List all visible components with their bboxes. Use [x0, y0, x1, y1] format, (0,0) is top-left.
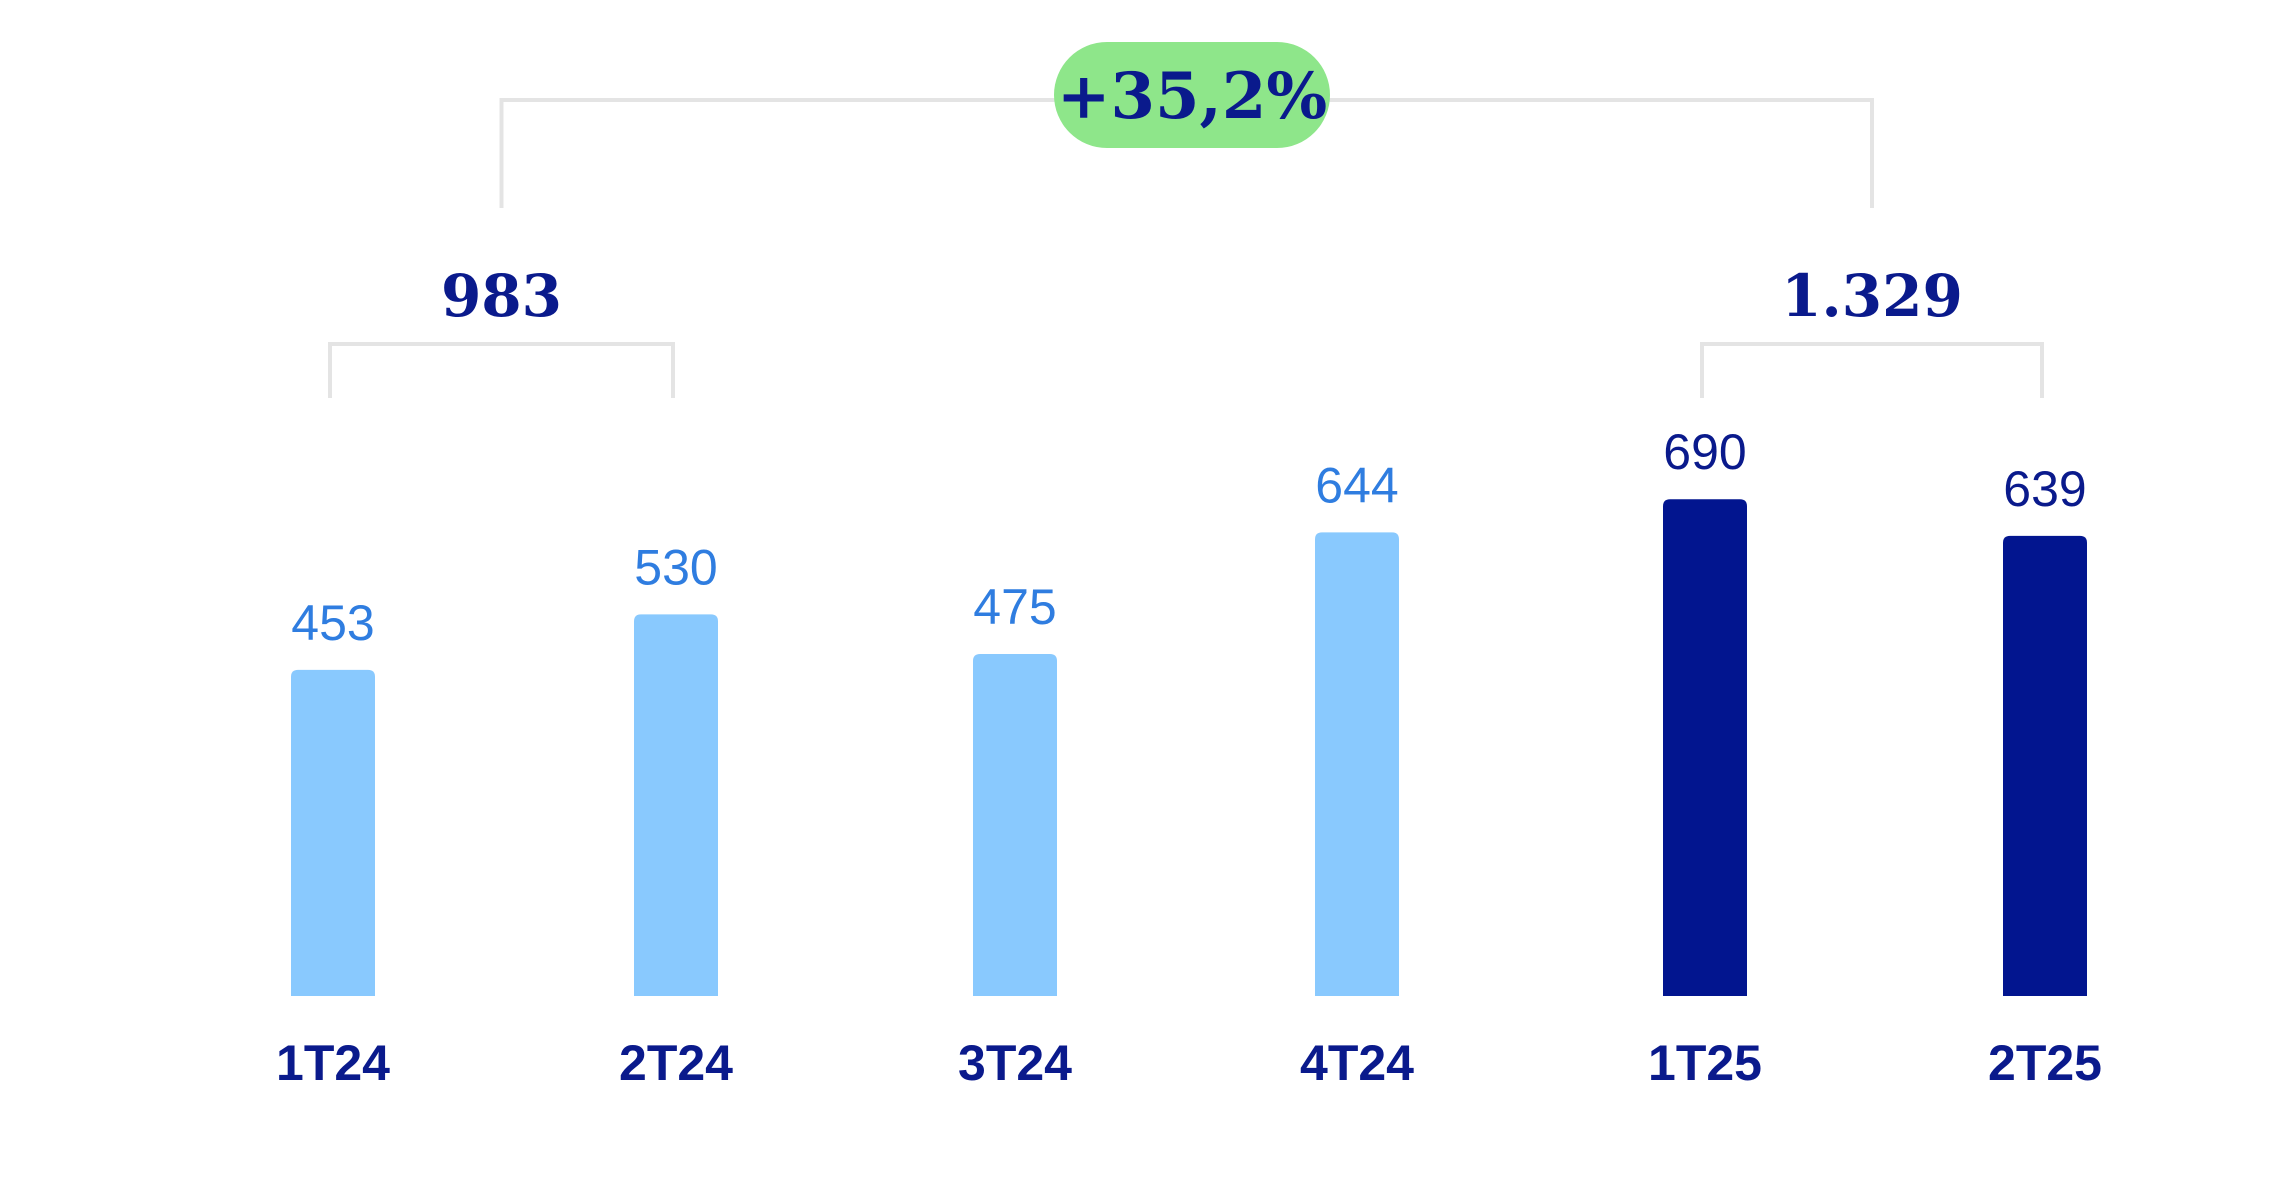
bar-2T25 — [2003, 535, 2087, 996]
group-total-1: 983 — [441, 262, 562, 330]
group-totals: 983 1.329 — [441, 262, 1963, 330]
value-label-2T24: 530 — [634, 539, 717, 595]
category-label-1T25: 1T25 — [1648, 1035, 1762, 1091]
bars — [291, 499, 2087, 996]
value-label-2T25: 639 — [2003, 461, 2086, 517]
category-label-4T24: 4T24 — [1300, 1035, 1414, 1091]
group-bracket-1 — [328, 342, 675, 398]
value-label-4T24: 644 — [1315, 457, 1398, 513]
bar-1T25 — [1663, 499, 1747, 996]
value-label-3T24: 475 — [973, 579, 1056, 635]
category-label-2T24: 2T24 — [619, 1035, 733, 1091]
bar-2T24 — [634, 614, 718, 996]
bar-1T24 — [291, 669, 375, 996]
bar-4T24 — [1315, 532, 1399, 996]
growth-badge-background — [1054, 42, 1330, 148]
growth-badge: +35,2% — [1054, 42, 1330, 148]
category-label-3T24: 3T24 — [958, 1035, 1072, 1091]
group-bracket-2 — [1700, 342, 2044, 398]
category-label-1T24: 1T24 — [276, 1035, 390, 1091]
category-label-2T25: 2T25 — [1988, 1035, 2102, 1091]
group-total-2: 1.329 — [1781, 262, 1963, 330]
value-labels: 453 530 475 644 690 639 — [291, 424, 2086, 651]
value-label-1T25: 690 — [1663, 424, 1746, 480]
category-labels: 1T24 2T24 3T24 4T24 1T25 2T25 — [276, 1035, 2102, 1091]
growth-badge-label: +35,2% — [1057, 59, 1327, 134]
bar-3T24 — [973, 654, 1057, 996]
value-label-1T24: 453 — [291, 595, 374, 651]
